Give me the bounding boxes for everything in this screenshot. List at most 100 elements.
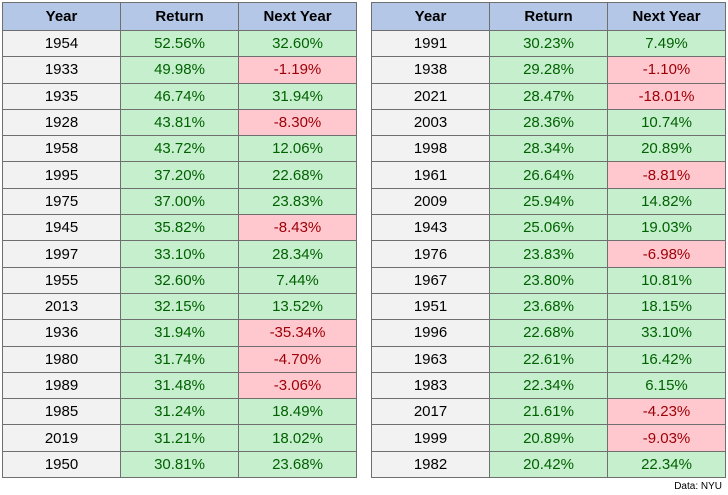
- year-cell: 1997: [2, 240, 121, 268]
- return-cell: 31.94%: [238, 82, 357, 110]
- return-cell: -8.81%: [607, 161, 726, 189]
- year-cell: 2017: [371, 398, 490, 426]
- year-cell: 1943: [371, 214, 490, 242]
- table-row: 1983 22.34% 6.15%: [371, 371, 726, 400]
- return-cell: -8.30%: [238, 108, 357, 137]
- return-cell: -4.70%: [238, 345, 357, 373]
- table-row: 1980 31.74% -4.70%: [2, 345, 357, 373]
- return-cell: 25.06%: [489, 214, 608, 242]
- year-cell: 2009: [371, 187, 490, 216]
- year-cell: 1967: [371, 266, 490, 294]
- year-cell: 1976: [371, 240, 490, 268]
- table-row: 1936 31.94% -35.34%: [2, 319, 357, 347]
- table-row: 1963 22.61% 16.42%: [371, 345, 726, 373]
- column-header: Return: [489, 2, 608, 31]
- return-cell: 20.42%: [489, 450, 608, 479]
- year-cell: 1985: [2, 398, 121, 426]
- return-cell: 18.02%: [238, 424, 357, 452]
- return-cell: 49.98%: [120, 56, 239, 84]
- table-row: 1998 28.34% 20.89%: [371, 135, 726, 163]
- table-row: 1975 37.00% 23.83%: [2, 187, 357, 216]
- year-cell: 1999: [371, 424, 490, 452]
- column-header: Return: [120, 2, 239, 31]
- table-row: 1935 46.74% 31.94%: [2, 82, 357, 110]
- year-cell: 1954: [2, 29, 121, 58]
- return-cell: 22.68%: [238, 161, 357, 189]
- return-cell: 20.89%: [489, 424, 608, 452]
- table-row: 1995 37.20% 22.68%: [2, 161, 357, 189]
- table-row: 1933 49.98% -1.19%: [2, 56, 357, 84]
- return-cell: -3.06%: [238, 371, 357, 400]
- return-cell: -6.98%: [607, 240, 726, 268]
- table-row: 1997 33.10% 28.34%: [2, 240, 357, 268]
- year-cell: 1980: [2, 345, 121, 373]
- returns-table: Year Return Next Year 1991 30.23% 7.49% 1938 29…: [371, 2, 726, 479]
- return-cell: 14.82%: [607, 187, 726, 216]
- table-row: 1985 31.24% 18.49%: [2, 398, 357, 426]
- table-row: 2003 28.36% 10.74%: [371, 108, 726, 137]
- return-cell: -1.10%: [607, 56, 726, 84]
- table-row: 2019 31.21% 18.02%: [2, 424, 357, 452]
- return-cell: 7.49%: [607, 29, 726, 58]
- return-cell: -4.23%: [607, 398, 726, 426]
- return-cell: 16.42%: [607, 345, 726, 373]
- return-cell: 43.72%: [120, 135, 239, 163]
- table-row: 1938 29.28% -1.10%: [371, 56, 726, 84]
- table-row: 1943 25.06% 19.03%: [371, 214, 726, 242]
- return-cell: 23.68%: [489, 292, 608, 321]
- table-row: 1996 22.68% 33.10%: [371, 319, 726, 347]
- return-cell: 28.47%: [489, 82, 608, 110]
- return-cell: -8.43%: [238, 214, 357, 242]
- header-row: Year Return Next Year: [2, 2, 357, 31]
- year-cell: 1991: [371, 29, 490, 58]
- year-cell: 1961: [371, 161, 490, 189]
- return-cell: 10.81%: [607, 266, 726, 294]
- year-cell: 1996: [371, 319, 490, 347]
- column-header: Year: [2, 2, 121, 31]
- year-cell: 2019: [2, 424, 121, 452]
- return-cell: 18.49%: [238, 398, 357, 426]
- return-cell: 23.83%: [238, 187, 357, 216]
- year-cell: 1950: [2, 450, 121, 479]
- year-cell: 1982: [371, 450, 490, 479]
- return-cell: 30.81%: [120, 450, 239, 479]
- return-cell: 37.20%: [120, 161, 239, 189]
- table-row: 1967 23.80% 10.81%: [371, 266, 726, 294]
- table-row: 2017 21.61% -4.23%: [371, 398, 726, 426]
- source-note: Data: NYU: [674, 481, 722, 492]
- year-cell: 2003: [371, 108, 490, 137]
- return-cell: 10.74%: [607, 108, 726, 137]
- return-cell: 20.89%: [607, 135, 726, 163]
- return-cell: 22.68%: [489, 319, 608, 347]
- return-cell: 29.28%: [489, 56, 608, 84]
- table-row: 1999 20.89% -9.03%: [371, 424, 726, 452]
- returns-table: Year Return Next Year 1954 52.56% 32.60% 1933 4…: [2, 2, 357, 479]
- year-cell: 1951: [371, 292, 490, 321]
- return-cell: 28.36%: [489, 108, 608, 137]
- year-cell: 1963: [371, 345, 490, 373]
- return-cell: 31.24%: [120, 398, 239, 426]
- return-cell: 19.03%: [607, 214, 726, 242]
- return-cell: 28.34%: [238, 240, 357, 268]
- return-cell: 7.44%: [238, 266, 357, 294]
- return-cell: 31.94%: [120, 319, 239, 347]
- table-row: 1958 43.72% 12.06%: [2, 135, 357, 163]
- return-cell: 25.94%: [489, 187, 608, 216]
- year-cell: 1935: [2, 82, 121, 110]
- return-cell: 31.48%: [120, 371, 239, 400]
- return-cell: 31.74%: [120, 345, 239, 373]
- year-cell: 1955: [2, 266, 121, 294]
- year-cell: 1983: [371, 371, 490, 400]
- return-cell: 37.00%: [120, 187, 239, 216]
- year-cell: 2021: [371, 82, 490, 110]
- return-cell: 18.15%: [607, 292, 726, 321]
- return-cell: 28.34%: [489, 135, 608, 163]
- return-cell: 22.34%: [607, 450, 726, 479]
- return-cell: 30.23%: [489, 29, 608, 58]
- table-row: 2021 28.47% -18.01%: [371, 82, 726, 110]
- return-cell: -9.03%: [607, 424, 726, 452]
- return-cell: 32.60%: [120, 266, 239, 294]
- return-cell: 31.21%: [120, 424, 239, 452]
- year-cell: 1998: [371, 135, 490, 163]
